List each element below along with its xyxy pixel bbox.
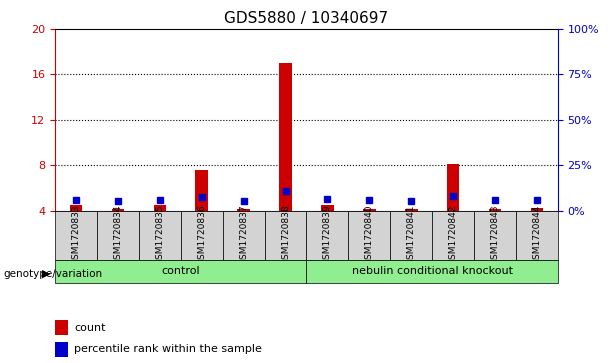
FancyBboxPatch shape <box>432 211 474 260</box>
Bar <box>489 209 501 211</box>
FancyBboxPatch shape <box>348 211 390 260</box>
Bar <box>531 208 543 211</box>
Text: GSM1720839: GSM1720839 <box>323 205 332 265</box>
Text: genotype/variation: genotype/variation <box>3 269 102 279</box>
Bar <box>280 63 292 211</box>
Title: GDS5880 / 10340697: GDS5880 / 10340697 <box>224 12 389 26</box>
FancyBboxPatch shape <box>516 211 558 260</box>
Text: GSM1720841: GSM1720841 <box>406 205 416 265</box>
Bar <box>405 209 417 211</box>
FancyBboxPatch shape <box>223 211 265 260</box>
Text: GSM1720833: GSM1720833 <box>72 205 81 265</box>
Text: control: control <box>161 266 200 276</box>
Text: GSM1720835: GSM1720835 <box>155 205 164 265</box>
Bar <box>321 205 333 211</box>
Text: GSM1720836: GSM1720836 <box>197 205 207 265</box>
Text: GSM1720844: GSM1720844 <box>532 205 541 265</box>
Bar <box>55 342 67 357</box>
Bar <box>237 209 250 211</box>
Text: ▶: ▶ <box>42 269 51 279</box>
FancyBboxPatch shape <box>97 211 139 260</box>
Text: GSM1720838: GSM1720838 <box>281 205 290 265</box>
FancyBboxPatch shape <box>139 211 181 260</box>
Text: GSM1720837: GSM1720837 <box>239 205 248 265</box>
Text: count: count <box>74 323 106 333</box>
Bar <box>55 320 67 335</box>
FancyBboxPatch shape <box>265 211 306 260</box>
Bar <box>363 209 376 211</box>
Text: nebulin conditional knockout: nebulin conditional knockout <box>352 266 512 276</box>
FancyBboxPatch shape <box>474 211 516 260</box>
FancyBboxPatch shape <box>390 211 432 260</box>
FancyBboxPatch shape <box>306 211 348 260</box>
Text: GSM1720840: GSM1720840 <box>365 205 374 265</box>
Text: GSM1720834: GSM1720834 <box>113 205 123 265</box>
Text: percentile rank within the sample: percentile rank within the sample <box>74 344 262 354</box>
Text: GSM1720843: GSM1720843 <box>490 205 500 265</box>
FancyBboxPatch shape <box>306 260 558 283</box>
Bar <box>447 164 459 211</box>
Bar <box>112 209 124 211</box>
FancyBboxPatch shape <box>55 211 97 260</box>
Text: GSM1720842: GSM1720842 <box>449 205 458 265</box>
Bar <box>70 205 82 211</box>
Bar <box>196 170 208 211</box>
FancyBboxPatch shape <box>55 260 306 283</box>
Bar <box>154 205 166 211</box>
FancyBboxPatch shape <box>181 211 223 260</box>
